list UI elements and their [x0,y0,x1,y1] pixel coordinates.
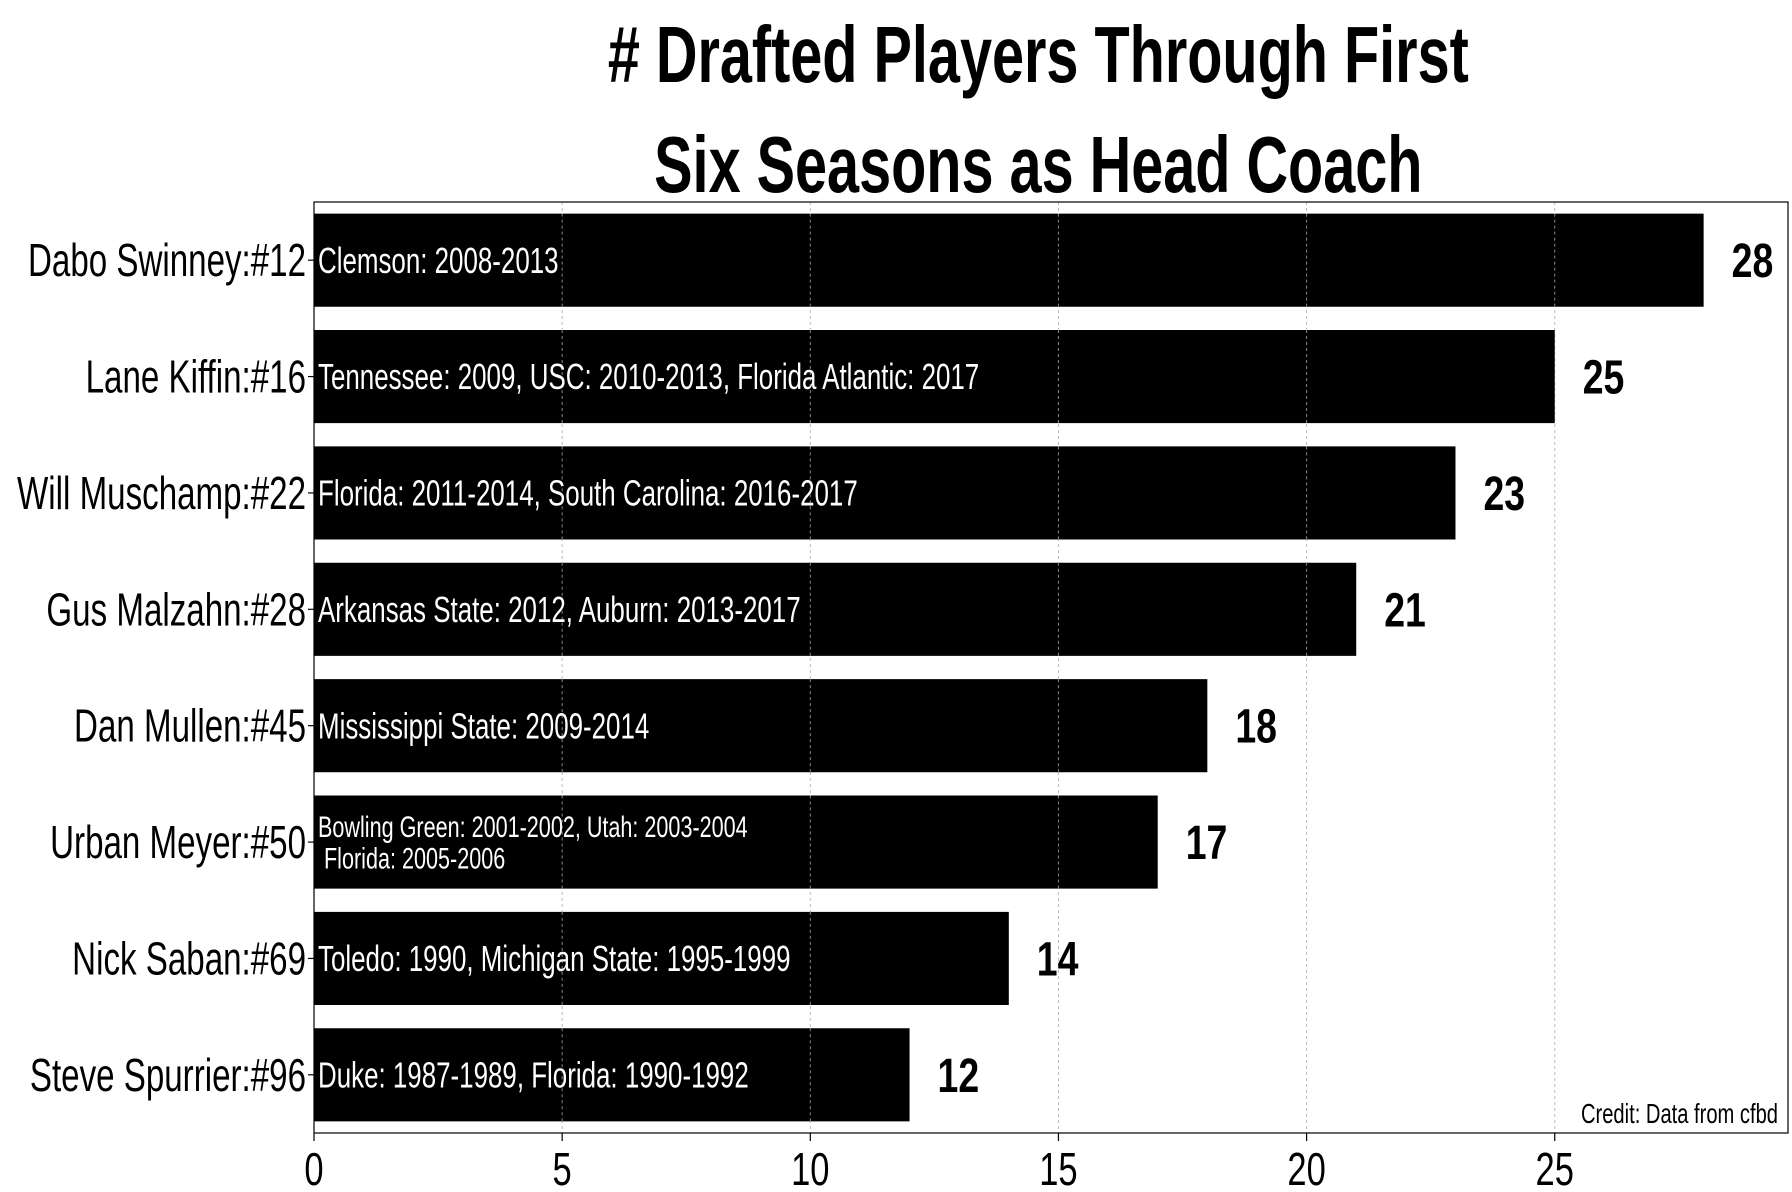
bar-annotation: Bowling Green: 2001-2002, Utah: 2003-200… [318,809,748,843]
plot-frame [313,201,1789,1134]
chart-title: # Drafted Players Through First Six Seas… [300,0,1590,220]
y-category-label: Lane Kiffin:#16 [86,352,306,402]
x-tick-label: 10 [791,1143,829,1192]
x-tick-label: 0 [304,1143,323,1192]
bar-value-label: 12 [938,1049,980,1103]
bar [314,795,1158,889]
x-tick-label: 15 [1039,1143,1077,1192]
x-tick-label: 5 [553,1143,572,1192]
y-category-label: Steve Spurrier:#96 [30,1051,306,1101]
bar-value-label: 14 [1037,933,1079,987]
bars [314,213,1704,1122]
bar [314,679,1208,773]
bar-annotation: Florida: 2005-2006 [318,841,505,875]
bar [314,213,1704,307]
bar [314,446,1456,540]
bar-value-label: 17 [1186,817,1228,871]
bar [314,1028,910,1122]
bar-value-label: 18 [1235,700,1277,754]
y-category-label: Gus Malzahn:#28 [46,585,306,635]
bar [314,911,1009,1005]
bar-annotation: Duke: 1987-1989, Florida: 1990-1992 [318,1055,749,1095]
bar-value-label: 21 [1384,584,1426,638]
y-category-label: Nick Saban:#69 [72,934,306,984]
bar-value-label: 25 [1583,351,1625,405]
bar-annotation: Mississippi State: 2009-2014 [318,706,649,746]
bar-annotation: Arkansas State: 2012, Auburn: 2013-2017 [318,590,801,630]
y-category-label: Dan Mullen:#45 [74,702,306,752]
credit-text: Credit: Data from cfbd [1581,1099,1778,1130]
x-tick-label: 20 [1287,1143,1325,1192]
y-category-label: Dabo Swinney:#12 [28,236,306,286]
bar-value-label: 23 [1483,468,1525,522]
chart-title-line-1: # Drafted Players Through First [607,10,1469,99]
bar-annotation: Tennessee: 2009, USC: 2010-2013, Florida… [318,357,979,397]
bar-value-label: 28 [1732,235,1774,289]
labels: 0 5 10 15 20 25 Dabo Swinney:#12 Clemson: 2008-… [17,235,1773,1192]
bar-annotation: Toledo: 1990, Michigan State: 1995-1999 [318,939,791,979]
bar-annotation: Clemson: 2008-2013 [318,241,559,281]
bar-annotation: Florida: 2011-2014, South Carolina: 2016… [318,473,858,513]
bar [314,330,1555,424]
x-tick-label: 25 [1536,1143,1574,1192]
chart-title-line-2: Six Seasons as Head Coach [654,120,1423,209]
bar [314,562,1357,656]
y-category-label: Will Muschamp:#22 [17,469,306,519]
y-category-label: Urban Meyer:#50 [50,818,306,868]
